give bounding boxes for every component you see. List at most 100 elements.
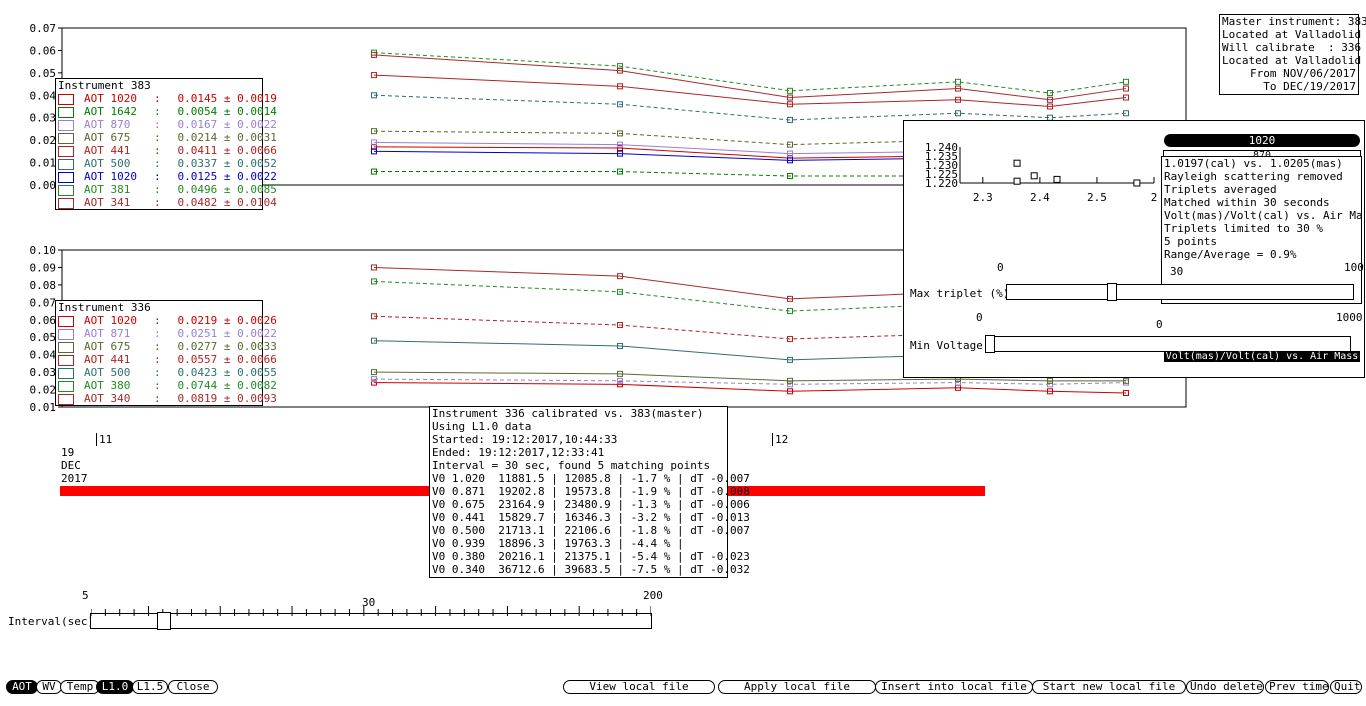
series-point xyxy=(955,379,961,386)
y-tick-label: 0.01 xyxy=(30,401,57,414)
plus-minus: ± xyxy=(217,327,238,340)
series-point xyxy=(955,110,961,117)
toolbar-button-close[interactable]: Close xyxy=(168,680,218,694)
channel-selector-1020[interactable]: 1020 xyxy=(1164,134,1360,147)
series-line xyxy=(373,382,1127,394)
series-point xyxy=(787,173,793,180)
result-line: Ended: 19:12:2017,12:33:41 xyxy=(432,446,605,459)
y-tick-label: 0.02 xyxy=(30,384,57,397)
toolbar-button-l1-5[interactable]: L1.5 xyxy=(132,680,168,694)
result-line: V0 0.380 20216.1 | 21375.1 | -5.4 % | dT… xyxy=(432,550,750,563)
result-line: V0 1.020 11881.5 | 12085.8 | -1.7 % | dT… xyxy=(432,472,750,485)
series-marker-icon xyxy=(58,367,74,379)
interval-slider-handle[interactable] xyxy=(156,612,171,630)
series-point xyxy=(371,379,377,386)
legend-entry: AOT 381: 0.0496 ± 0.0085 xyxy=(58,183,277,196)
fit-info-box: 1.0197(cal) vs. 1.0205(mas) Rayleigh scat… xyxy=(1161,156,1362,304)
date-tick-11: 11 xyxy=(96,433,112,446)
plus-minus: ± xyxy=(217,392,238,405)
scatter-y-tick: 1.240 xyxy=(925,141,958,154)
series-line xyxy=(373,371,1126,382)
interval-label: Interval(sec) xyxy=(8,615,95,628)
series-point xyxy=(617,130,623,137)
toolbar-button-l1-0[interactable]: L1.0 xyxy=(96,680,134,694)
legend-error: 0.0022 xyxy=(237,118,277,131)
plus-minus: ± xyxy=(217,144,238,157)
date-day: 19 xyxy=(61,446,75,459)
series-point xyxy=(1123,390,1129,397)
series-point xyxy=(371,51,377,58)
legend-entry: AOT 1020: 0.0219 ± 0.0026 xyxy=(58,314,277,327)
legend-series-name: AOT 871 xyxy=(84,327,131,340)
max-triplet-slider[interactable] xyxy=(1006,283,1354,301)
scatter-point xyxy=(1013,159,1021,167)
toolbar-button-aot[interactable]: AOT xyxy=(6,680,38,694)
toolbar-button-wv[interactable]: WV xyxy=(36,680,62,694)
quit-button[interactable]: Quit xyxy=(1330,680,1362,694)
series-point xyxy=(787,295,793,302)
plot-mode-label[interactable]: Volt(mas)/Volt(cal) vs. Air Mass xyxy=(1164,351,1360,362)
legend-error: 0.0022 xyxy=(237,170,277,183)
series-line xyxy=(373,378,1127,385)
legend-error: 0.0022 xyxy=(237,327,277,340)
legend-entry: AOT 1020: 0.0125 ± 0.0022 xyxy=(58,170,277,183)
legend-entry: AOT 441: 0.0557 ± 0.0066 xyxy=(58,353,277,366)
series-line xyxy=(373,54,1127,101)
legend-error: 0.0033 xyxy=(237,340,277,353)
fit-info-line: Rayleigh scattering removed xyxy=(1164,170,1343,183)
legend-entry: AOT 870: 0.0167 ± 0.0022 xyxy=(58,118,277,131)
series-point xyxy=(787,308,793,315)
legend-value: 0.0337 xyxy=(177,157,218,170)
insert-into-local-file-button[interactable]: Insert into local file xyxy=(875,680,1033,694)
series-marker-icon xyxy=(58,315,74,327)
min-voltage-slider[interactable] xyxy=(985,335,1351,353)
legend-series-name: AOT 381 xyxy=(84,183,131,196)
series-point xyxy=(1123,85,1129,92)
series-point xyxy=(371,337,377,344)
series-point xyxy=(371,168,377,175)
max-triplet-slider-handle[interactable] xyxy=(1106,283,1117,301)
series-point xyxy=(955,96,961,103)
legend-separator: : xyxy=(154,131,168,144)
y-tick-label: 0.05 xyxy=(30,67,57,80)
start-new-local-file-button[interactable]: Start new local file xyxy=(1032,680,1186,694)
series-point xyxy=(371,313,377,320)
series-point xyxy=(1047,96,1053,103)
series-point xyxy=(371,92,377,99)
legend-value: 0.0054 xyxy=(177,105,218,118)
apply-local-file-button[interactable]: Apply local file xyxy=(718,680,876,694)
interval-slider[interactable] xyxy=(90,606,652,630)
legend-error: 0.0082 xyxy=(237,379,277,392)
y-tick-label: 0.04 xyxy=(30,349,57,362)
series-point xyxy=(617,168,623,175)
legend-series-name: AOT 675 xyxy=(84,340,131,353)
series-point xyxy=(787,388,793,395)
plus-minus: ± xyxy=(217,92,238,105)
legend-separator: : xyxy=(154,340,168,353)
y-tick-label: 0.03 xyxy=(30,366,57,379)
legend-value: 0.0145 xyxy=(177,92,218,105)
series-marker-icon xyxy=(58,341,74,353)
legend-error: 0.0019 xyxy=(237,92,277,105)
toolbar-button-temp[interactable]: Temp xyxy=(60,680,100,694)
series-marker-icon xyxy=(58,119,74,131)
view-local-file-button[interactable]: View local file xyxy=(563,680,715,694)
min-voltage-slider-handle[interactable] xyxy=(985,335,995,353)
max-triplet-label: Max triplet (%) xyxy=(910,287,1010,300)
series-point xyxy=(787,150,793,157)
series-point xyxy=(787,157,793,164)
legend-title: Instrument 336 xyxy=(58,301,151,314)
legend-entry: AOT 341: 0.0482 ± 0.0104 xyxy=(58,196,277,209)
legend-383: Instrument 383 AOT 1020: 0.0145 ± 0.0019… xyxy=(55,78,277,210)
series-point xyxy=(1123,110,1129,117)
plus-minus: ± xyxy=(217,118,238,131)
series-marker-icon xyxy=(58,106,74,118)
series-marker-icon xyxy=(58,197,74,209)
series-point xyxy=(371,278,377,285)
y-tick-label: 0.07 xyxy=(30,22,57,35)
prev-time-button[interactable]: Prev time xyxy=(1265,680,1329,694)
undo-delete-button[interactable]: Undo delete xyxy=(1186,680,1264,694)
series-point xyxy=(787,94,793,101)
y-tick-label: 0.08 xyxy=(30,279,57,292)
legend-series-name: AOT 870 xyxy=(84,118,131,131)
